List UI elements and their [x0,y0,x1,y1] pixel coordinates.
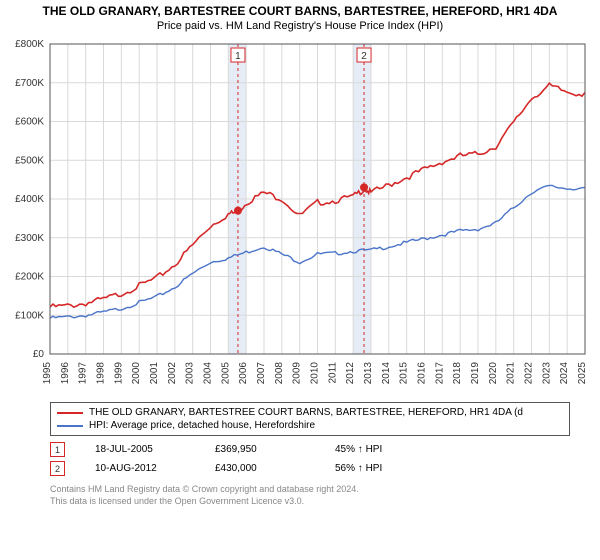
svg-text:1997: 1997 [78,362,89,385]
svg-text:1995: 1995 [42,362,53,385]
svg-text:2021: 2021 [506,362,517,385]
svg-text:£200K: £200K [15,272,44,283]
svg-text:1999: 1999 [113,362,124,385]
legend-label: THE OLD GRANARY, BARTESTREE COURT BARNS,… [89,407,523,418]
legend-item: THE OLD GRANARY, BARTESTREE COURT BARNS,… [57,406,563,419]
svg-text:2007: 2007 [256,362,267,385]
svg-text:2013: 2013 [363,362,374,385]
svg-text:2: 2 [361,51,367,62]
svg-text:2016: 2016 [417,362,428,385]
legend-swatch [57,412,83,414]
transaction-delta: 45% ↑ HPI [335,444,425,455]
svg-text:2000: 2000 [131,362,142,385]
svg-text:2019: 2019 [470,362,481,385]
svg-text:£700K: £700K [15,78,44,89]
footer-line-2: This data is licensed under the Open Gov… [50,496,570,508]
svg-text:£400K: £400K [15,194,44,205]
svg-text:1: 1 [235,51,241,62]
svg-text:2008: 2008 [274,362,285,385]
chart-area: £0 £100K £200K £300K £400K £500K £600K £700K £80… [0,36,600,396]
svg-text:2024: 2024 [559,362,570,385]
svg-text:£100K: £100K [15,310,44,321]
transaction-delta: 56% ↑ HPI [335,463,425,474]
transactions-table: 1 18-JUL-2005 £369,950 45% ↑ HPI 2 10-AUG-201… [50,440,570,478]
svg-text:£500K: £500K [15,155,44,166]
legend: THE OLD GRANARY, BARTESTREE COURT BARNS,… [50,402,570,436]
svg-text:1998: 1998 [96,362,107,385]
chart-title: THE OLD GRANARY, BARTESTREE COURT BARNS,… [0,0,600,18]
legend-item: HPI: Average price, detached house, Here… [57,419,563,432]
svg-text:2015: 2015 [399,362,410,385]
line-chart-svg: £0 £100K £200K £300K £400K £500K £600K £700K £80… [0,36,600,396]
transaction-marker-badge: 1 [50,442,65,457]
svg-text:2017: 2017 [434,362,445,385]
legend-swatch [57,425,83,427]
svg-text:2011: 2011 [327,362,338,384]
svg-text:2004: 2004 [203,362,214,385]
svg-text:2006: 2006 [238,362,249,385]
svg-text:2023: 2023 [541,362,552,385]
svg-text:2025: 2025 [577,362,588,385]
footer-attribution: Contains HM Land Registry data © Crown c… [50,484,570,507]
footer-line-1: Contains HM Land Registry data © Crown c… [50,484,570,496]
svg-text:2014: 2014 [381,362,392,385]
svg-text:2005: 2005 [220,362,231,385]
svg-text:£800K: £800K [15,39,44,50]
transaction-row: 2 10-AUG-2012 £430,000 56% ↑ HPI [50,459,570,478]
svg-text:2012: 2012 [345,362,356,385]
svg-text:1996: 1996 [60,362,71,385]
transaction-price: £369,950 [215,444,305,455]
transaction-marker-badge: 2 [50,461,65,476]
svg-text:2022: 2022 [524,362,535,385]
svg-text:2001: 2001 [149,362,160,385]
svg-text:£600K: £600K [15,117,44,128]
svg-text:2009: 2009 [292,362,303,385]
svg-text:£300K: £300K [15,233,44,244]
transaction-row: 1 18-JUL-2005 £369,950 45% ↑ HPI [50,440,570,459]
legend-label: HPI: Average price, detached house, Here… [89,420,315,431]
svg-text:2010: 2010 [310,362,321,385]
transaction-date: 18-JUL-2005 [95,444,185,455]
svg-text:£0: £0 [33,349,45,360]
svg-text:2002: 2002 [167,362,178,385]
transaction-date: 10-AUG-2012 [95,463,185,474]
svg-text:2020: 2020 [488,362,499,385]
chart-subtitle: Price paid vs. HM Land Registry's House … [0,18,600,36]
svg-text:2003: 2003 [185,362,196,385]
transaction-price: £430,000 [215,463,305,474]
svg-text:2018: 2018 [452,362,463,385]
